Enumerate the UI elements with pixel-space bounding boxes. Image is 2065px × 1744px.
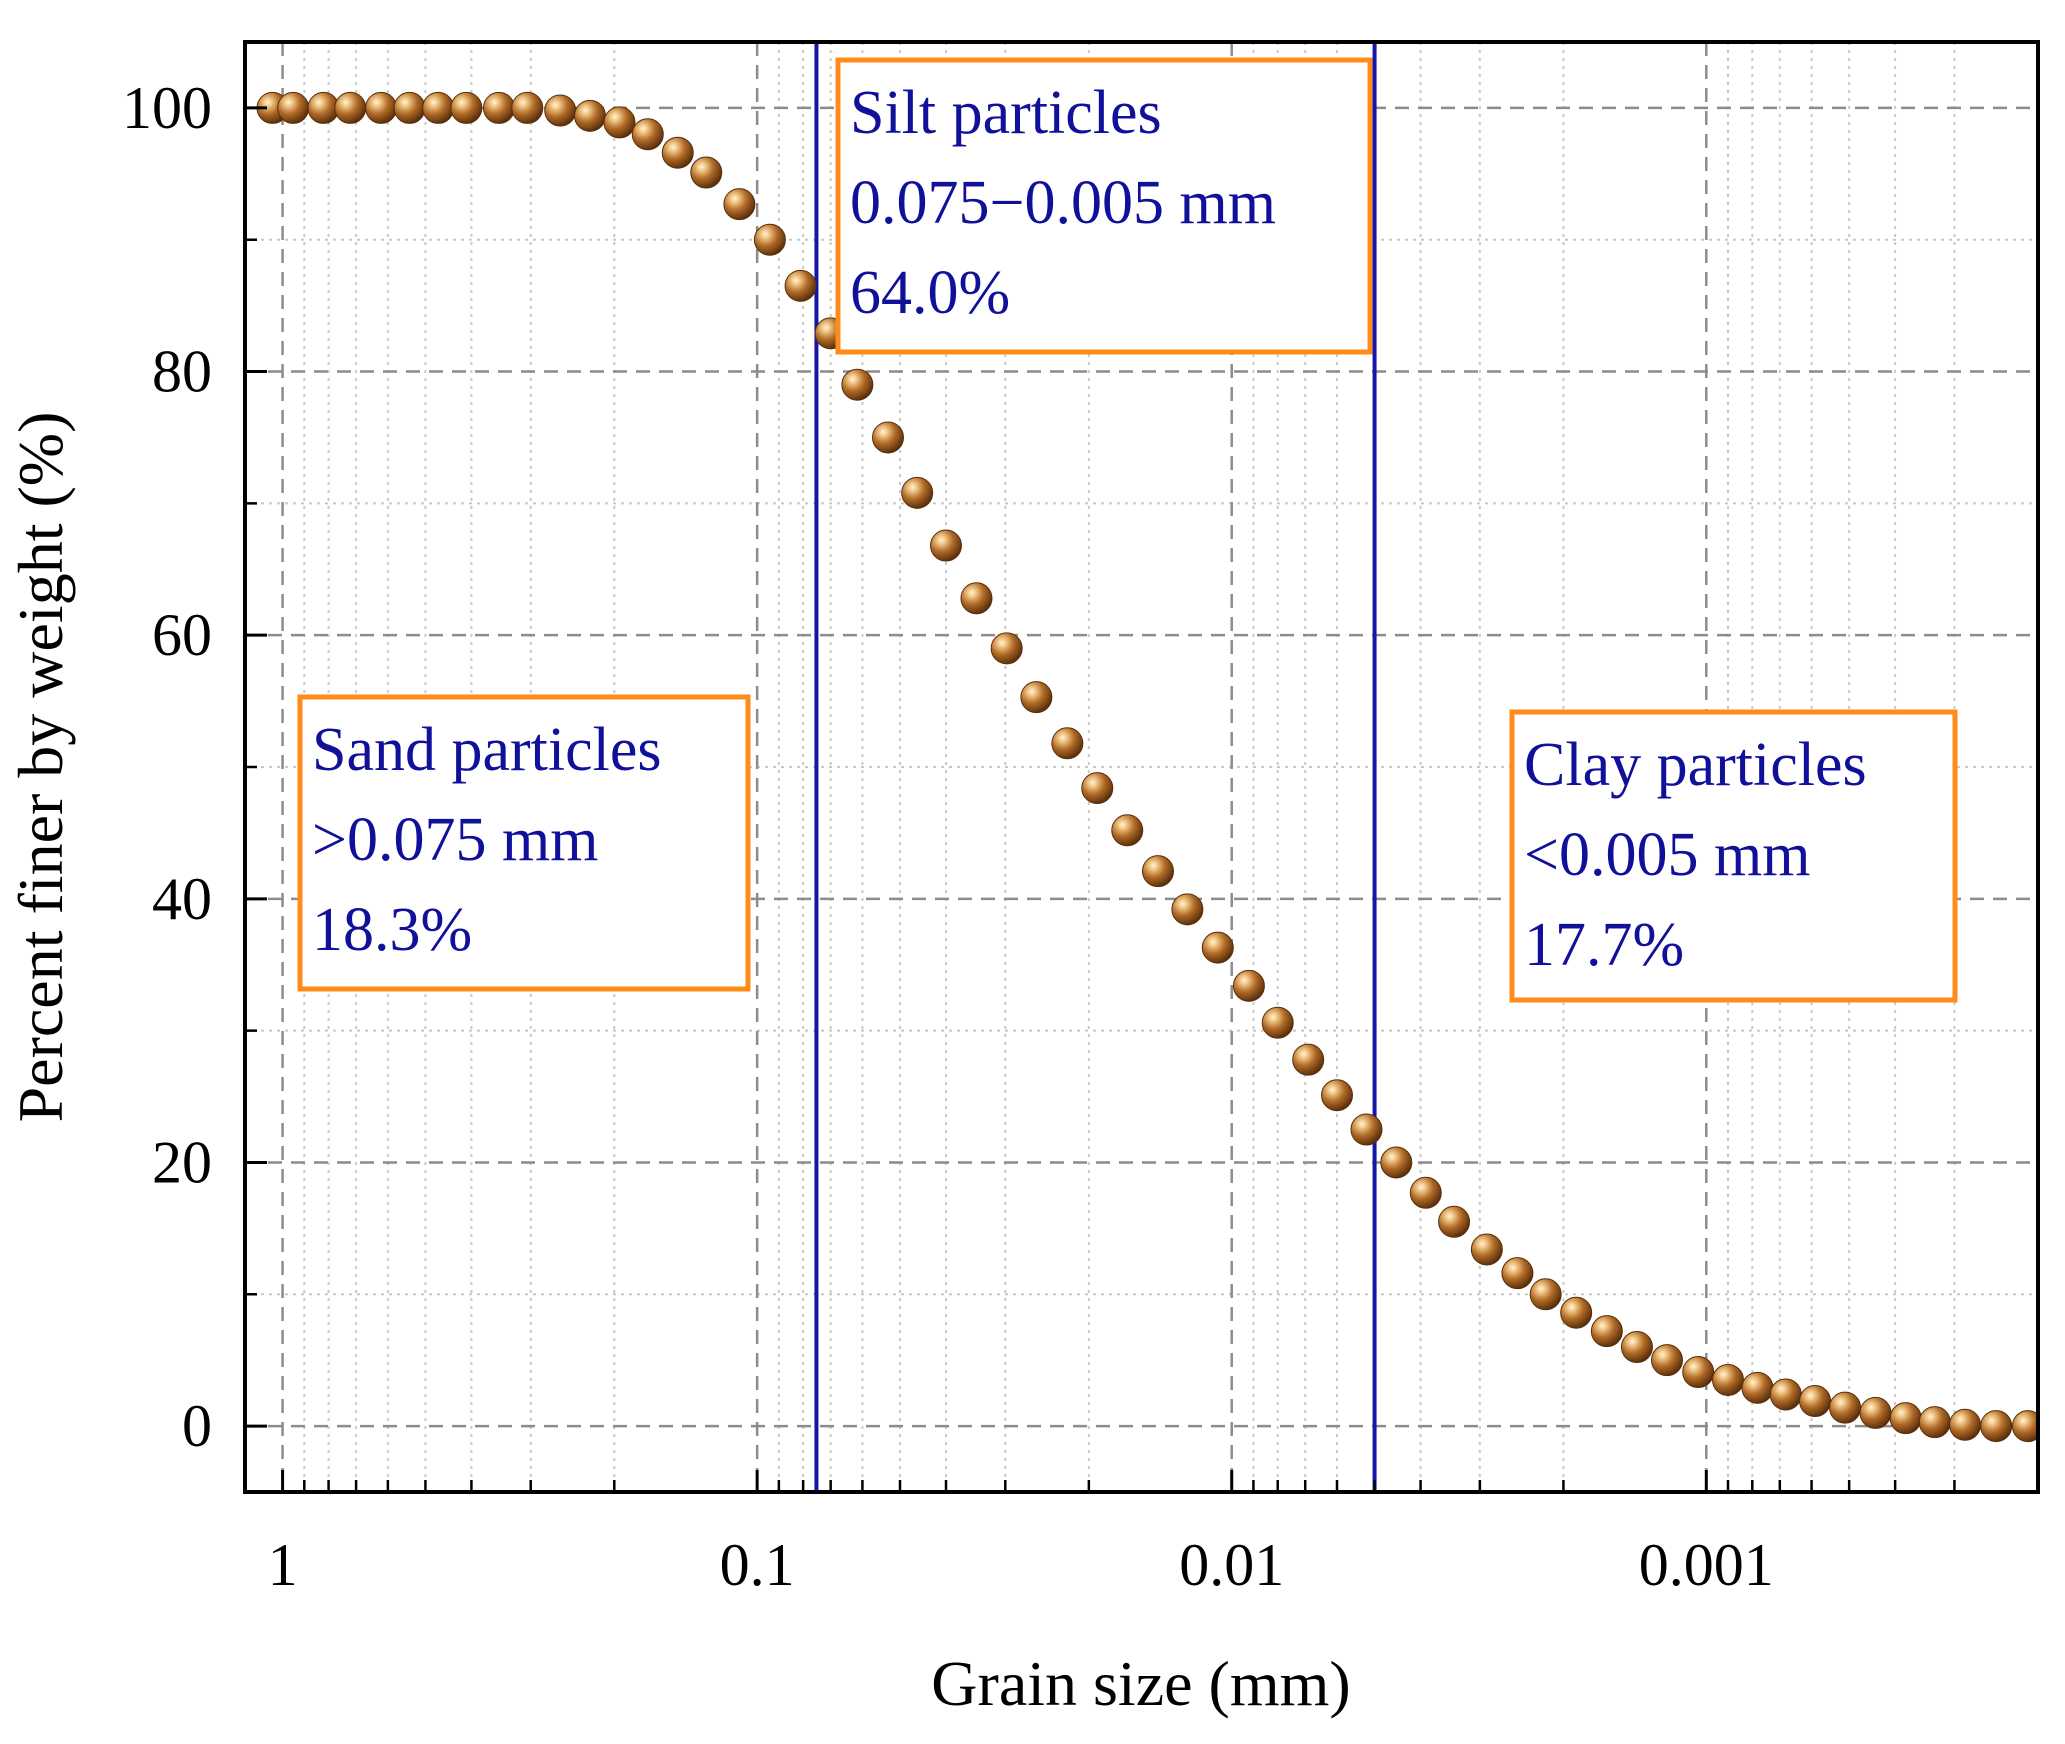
x-tick-label: 0.01 <box>1179 1532 1284 1598</box>
data-point <box>1712 1363 1745 1396</box>
annotation-line: 18.3% <box>312 896 472 964</box>
annotation-border <box>297 694 751 992</box>
y-axis-title: Percent finer by weight (%) <box>5 412 76 1123</box>
data-point <box>1409 1176 1442 1209</box>
data-point <box>1829 1391 1862 1424</box>
data-point <box>422 91 455 124</box>
data-point <box>1620 1331 1653 1363</box>
axis-ticks <box>245 106 2040 1492</box>
data-point <box>1501 1257 1534 1290</box>
data-point <box>574 99 607 132</box>
data-point <box>544 94 577 127</box>
annotation-box: Clay particles <0.005 mm 17.7% <box>1509 709 1958 1003</box>
annotation-line: 0.075−0.005 mm <box>850 169 1276 237</box>
data-point <box>1980 1410 2013 1443</box>
x-axis-title: Grain size (mm) <box>931 1648 1350 1719</box>
data-point <box>1769 1378 1802 1411</box>
data-point <box>1949 1408 1982 1441</box>
x-tick-label: 0.1 <box>720 1532 795 1598</box>
data-point <box>1651 1344 1684 1377</box>
data-point <box>690 156 723 189</box>
data-point <box>393 91 426 124</box>
annotation-boxes: Sand particles >0.075 mm 18.3% Silt particl… <box>297 57 1958 1003</box>
data-point <box>1799 1385 1832 1418</box>
y-tick-label: 80 <box>152 339 212 405</box>
data-point <box>1889 1402 1922 1435</box>
data-point <box>1321 1079 1354 1112</box>
data-point <box>1918 1406 1951 1439</box>
x-tick-label: 0.001 <box>1639 1532 1774 1598</box>
data-point <box>723 188 756 221</box>
y-tick-label: 60 <box>152 602 212 668</box>
data-point <box>1020 681 1053 714</box>
data-point <box>1350 1113 1383 1146</box>
data-point <box>1438 1205 1471 1238</box>
data-point <box>1142 855 1175 888</box>
y-tick-labels: 0 20 40 60 80 100 <box>122 75 212 1459</box>
annotation-line: Sand particles <box>312 716 662 784</box>
data-point <box>1111 814 1144 847</box>
data-point <box>1590 1315 1623 1348</box>
data-point <box>784 269 817 302</box>
data-point <box>1560 1296 1593 1329</box>
annotation-line: 17.7% <box>1524 911 1684 979</box>
data-point <box>929 529 962 562</box>
data-point <box>1529 1278 1562 1311</box>
data-point <box>1292 1043 1325 1076</box>
data-point <box>1261 1006 1294 1039</box>
data-point <box>753 223 786 256</box>
data-point <box>1081 772 1114 805</box>
data-point <box>841 368 874 401</box>
data-point <box>1470 1233 1503 1266</box>
y-tick-label: 100 <box>122 75 212 141</box>
annotation-box: Silt particles 0.075−0.005 mm 64.0% <box>835 57 1373 355</box>
y-tick-label: 40 <box>152 866 212 932</box>
data-point <box>1201 931 1234 964</box>
data-point <box>1859 1396 1892 1429</box>
data-point <box>1051 727 1084 760</box>
data-point <box>990 632 1023 665</box>
annotation-line: 64.0% <box>850 259 1010 327</box>
data-point <box>450 91 483 124</box>
data-point <box>511 91 544 124</box>
annotation-line: >0.075 mm <box>312 806 598 874</box>
x-tick-labels: 1 0.1 0.01 0.001 <box>268 1532 1774 1598</box>
data-point <box>661 136 694 169</box>
class-boundary-lines <box>814 42 1377 1492</box>
annotation-box: Sand particles >0.075 mm 18.3% <box>297 694 751 992</box>
y-tick-label: 20 <box>152 1129 212 1195</box>
y-tick-label: 0 <box>182 1393 212 1459</box>
annotation-border <box>835 57 1373 355</box>
x-tick-label: 1 <box>268 1532 298 1598</box>
data-point <box>2011 1410 2038 1443</box>
data-point <box>1380 1146 1413 1179</box>
data-point <box>901 476 934 509</box>
data-point <box>1682 1356 1715 1389</box>
annotation-line: Silt particles <box>850 79 1162 147</box>
data-point <box>334 91 367 124</box>
data-point <box>603 106 636 139</box>
data-series <box>256 91 2038 1443</box>
data-point <box>960 582 993 615</box>
data-point <box>277 91 310 124</box>
data-point <box>365 91 398 124</box>
plot-frame <box>243 40 2040 1494</box>
data-point <box>1741 1371 1774 1404</box>
data-point <box>871 421 904 454</box>
annotation-line: <0.005 mm <box>1524 821 1810 889</box>
data-point <box>1171 893 1204 926</box>
annotation-line: Clay particles <box>1524 731 1867 799</box>
data-point <box>1232 969 1265 1002</box>
data-point <box>482 91 515 124</box>
data-point <box>631 118 664 151</box>
annotation-border <box>1509 709 1958 1003</box>
